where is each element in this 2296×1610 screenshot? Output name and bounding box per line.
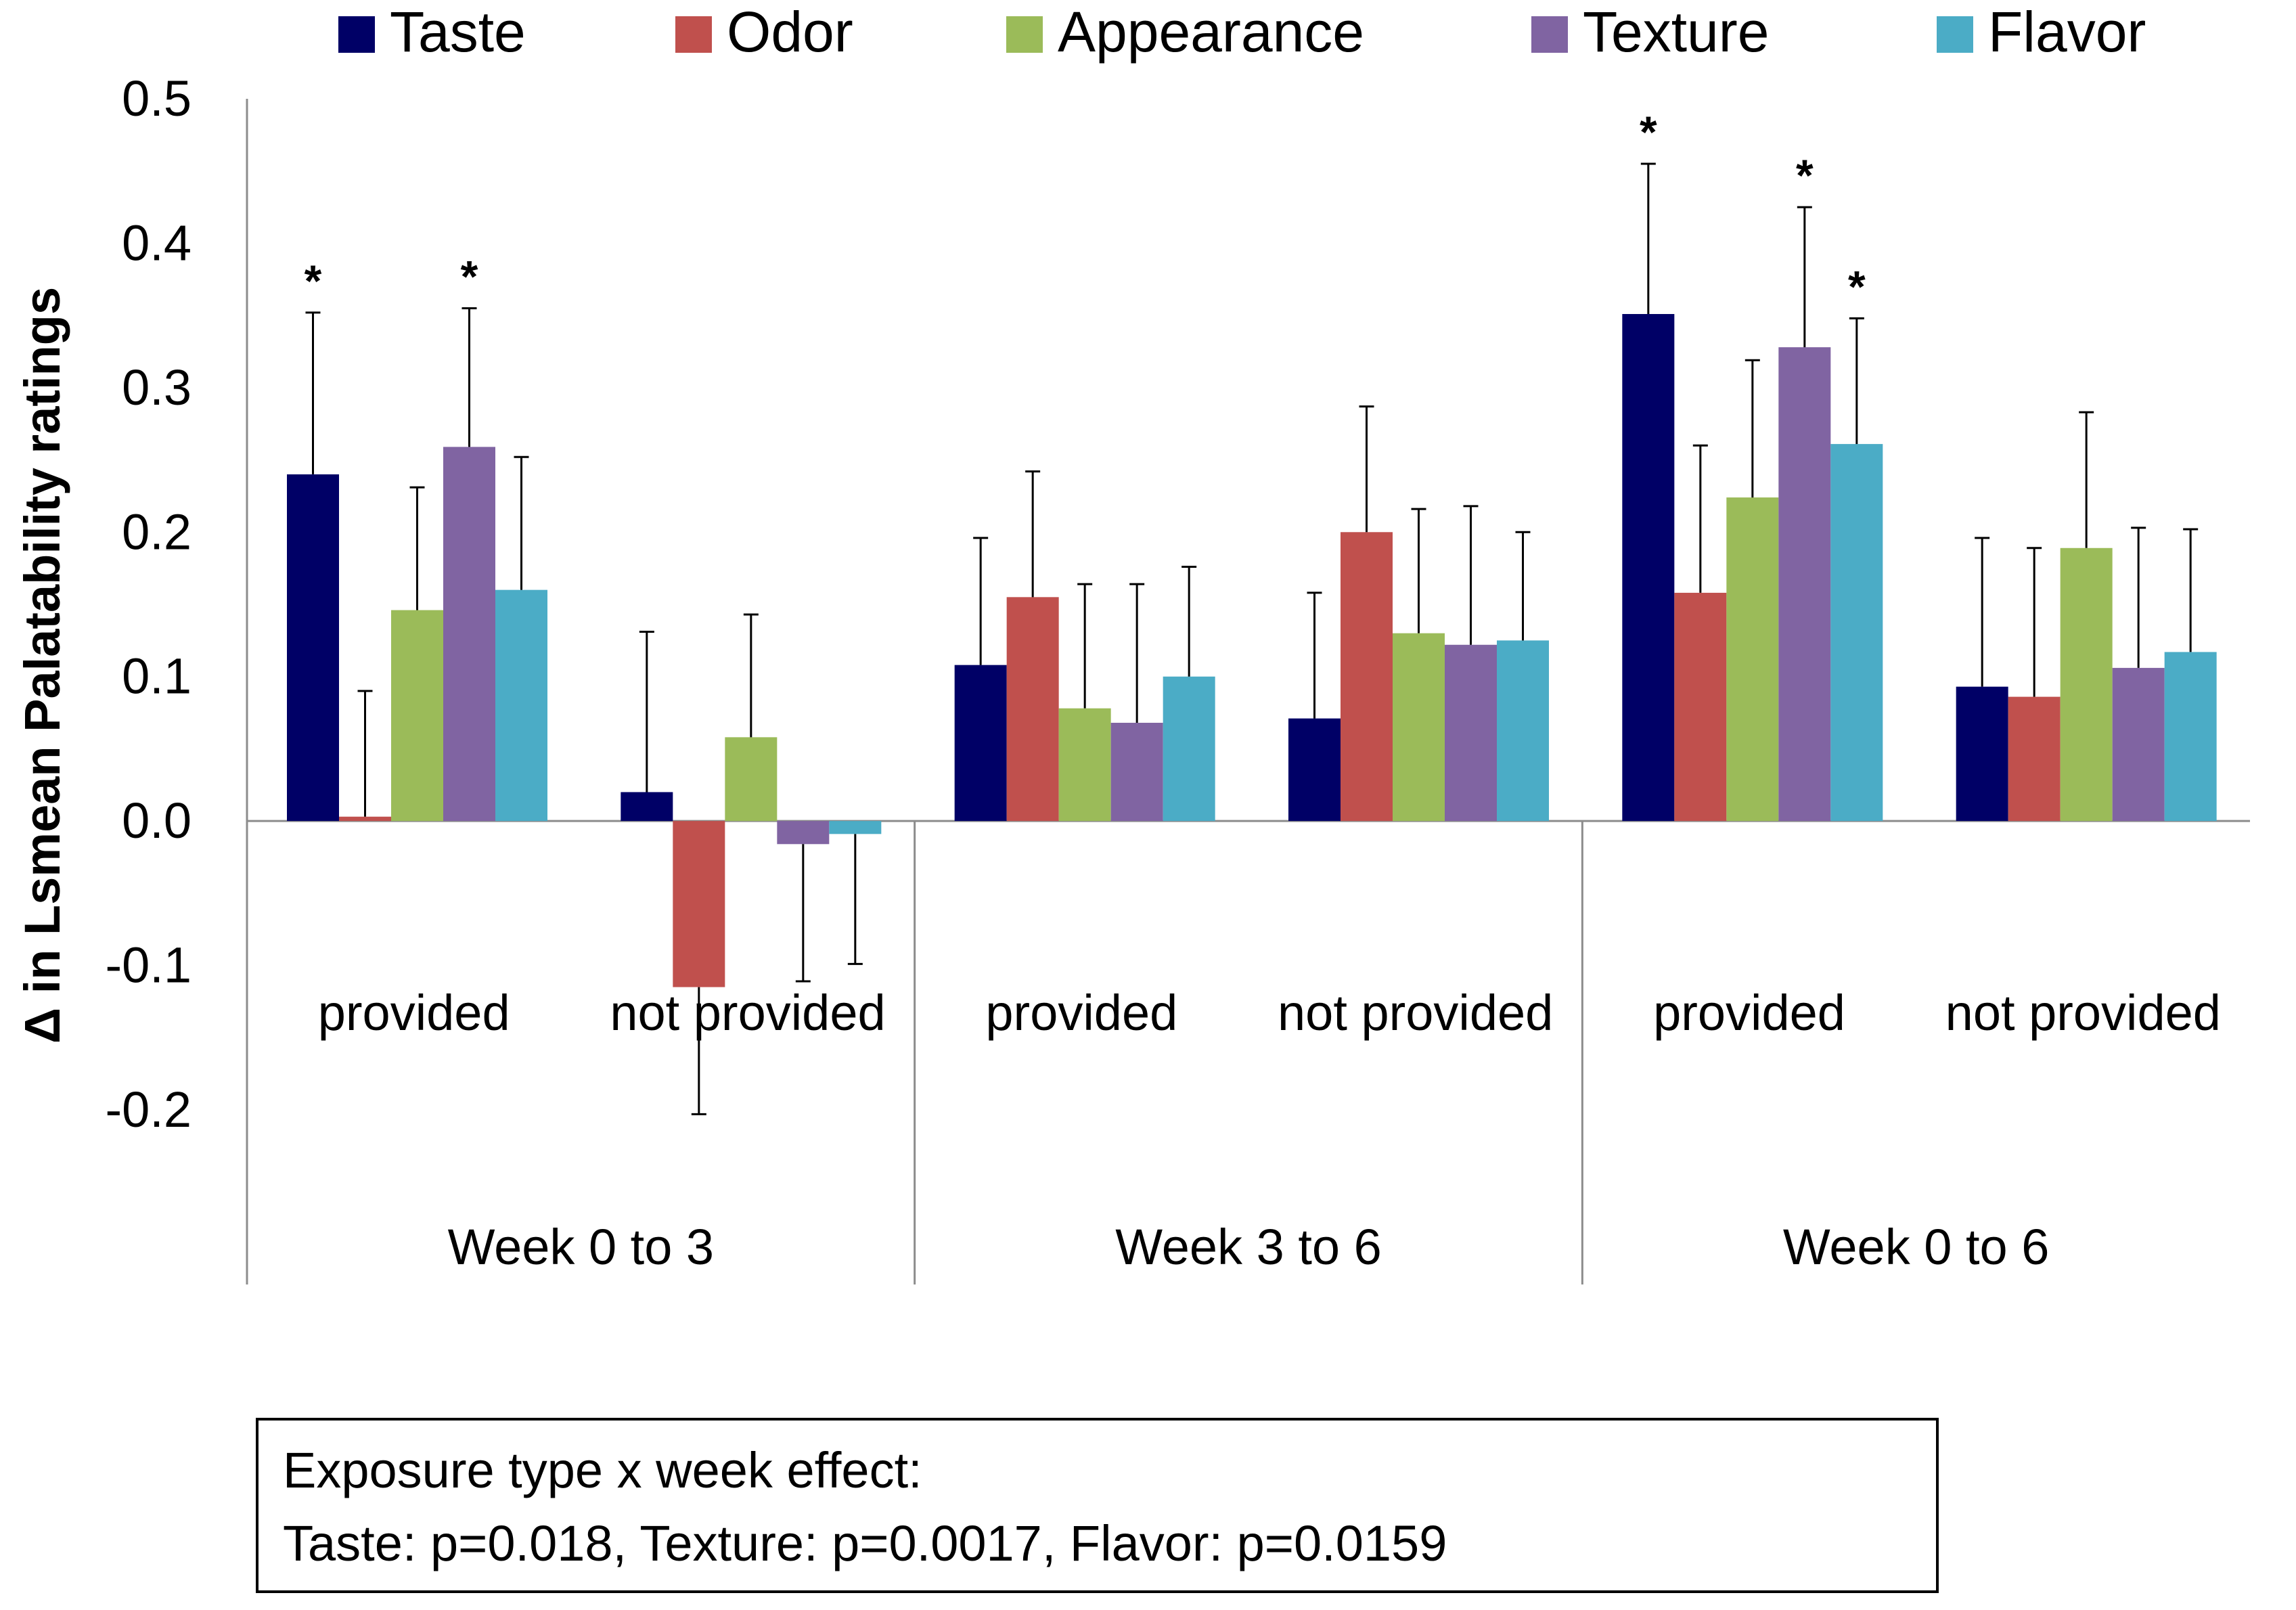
group-label: Week 0 to 6 (1783, 1219, 2050, 1275)
bar-texture (443, 447, 495, 822)
bar-texture (777, 821, 830, 845)
group-label: Week 0 to 3 (448, 1219, 715, 1275)
bar-flavor (1497, 640, 1549, 822)
bar-texture (1445, 644, 1497, 822)
bar-odor (2008, 696, 2061, 822)
bar-odor (1674, 592, 1727, 822)
legend-swatch-texture (1531, 16, 1568, 53)
category-label: provided (985, 985, 1177, 1041)
bar-appearance (1726, 497, 1779, 822)
category-label: not provided (1945, 985, 2221, 1041)
bar-taste (1622, 314, 1675, 822)
y-axis-title: Δ in Lsmean Palatability ratings (14, 287, 70, 1044)
significance-marker: * (1848, 261, 1866, 311)
significance-marker: * (1796, 150, 1814, 200)
bar-flavor (495, 589, 547, 822)
y-tick-label: 0.4 (122, 215, 192, 271)
legend-label-flavor: Flavor (1988, 0, 2146, 64)
y-tick-label: 0.1 (122, 648, 192, 705)
legend-label-appearance: Appearance (1058, 0, 1364, 64)
bar-odor (1006, 597, 1059, 822)
bar-appearance (725, 737, 778, 822)
bar-taste (954, 665, 1007, 822)
y-tick-label: 0.3 (122, 359, 192, 416)
annotation-line-pvalues: Taste: p=0.018, Texture: p=0.0017, Flavo… (283, 1515, 1447, 1571)
bar-texture (1778, 347, 1831, 822)
category-label: provided (318, 985, 510, 1041)
category-label: provided (1653, 985, 1845, 1041)
bar-taste (621, 792, 673, 822)
legend-swatch-odor (675, 16, 712, 53)
annotation-line-effect: Exposure type x week effect: (283, 1442, 922, 1498)
bar-taste (1288, 718, 1341, 822)
significance-marker: * (1640, 107, 1657, 157)
annotation-box: Exposure type x week effect: Taste: p=0.… (256, 1418, 1939, 1593)
bar-taste (287, 474, 339, 822)
significance-marker: * (461, 251, 478, 301)
bar-appearance (1058, 708, 1111, 822)
category-label: not provided (610, 985, 885, 1041)
bar-texture (1110, 723, 1163, 822)
bar-appearance (1393, 633, 1445, 822)
bar-odor (1341, 532, 1393, 822)
legend-label-texture: Texture (1583, 0, 1769, 64)
bar-taste (1956, 686, 2008, 822)
legend-swatch-taste (338, 16, 375, 53)
y-tick-label: -0.1 (105, 937, 192, 993)
legend-label-odor: Odor (727, 0, 853, 64)
legend-label-taste: Taste (390, 0, 526, 64)
bar-flavor (1163, 676, 1215, 822)
bar-flavor (1830, 444, 1883, 822)
y-tick-label: 0.0 (122, 792, 192, 849)
bar-flavor (829, 821, 882, 834)
category-label: not provided (1278, 985, 1553, 1041)
y-tick-label: -0.2 (105, 1081, 192, 1138)
bar-appearance (2060, 547, 2113, 822)
bar-odor (339, 816, 391, 822)
y-tick-label: 0.2 (122, 504, 192, 560)
bar-texture (2112, 667, 2165, 822)
bar-appearance (391, 610, 443, 822)
y-tick-label: 0.5 (122, 70, 192, 127)
bar-flavor (2164, 652, 2217, 822)
bar-odor (673, 821, 725, 987)
legend-swatch-flavor (1937, 16, 1973, 53)
group-label: Week 3 to 6 (1115, 1219, 1382, 1275)
legend-swatch-appearance (1006, 16, 1043, 53)
significance-marker: * (305, 256, 322, 306)
